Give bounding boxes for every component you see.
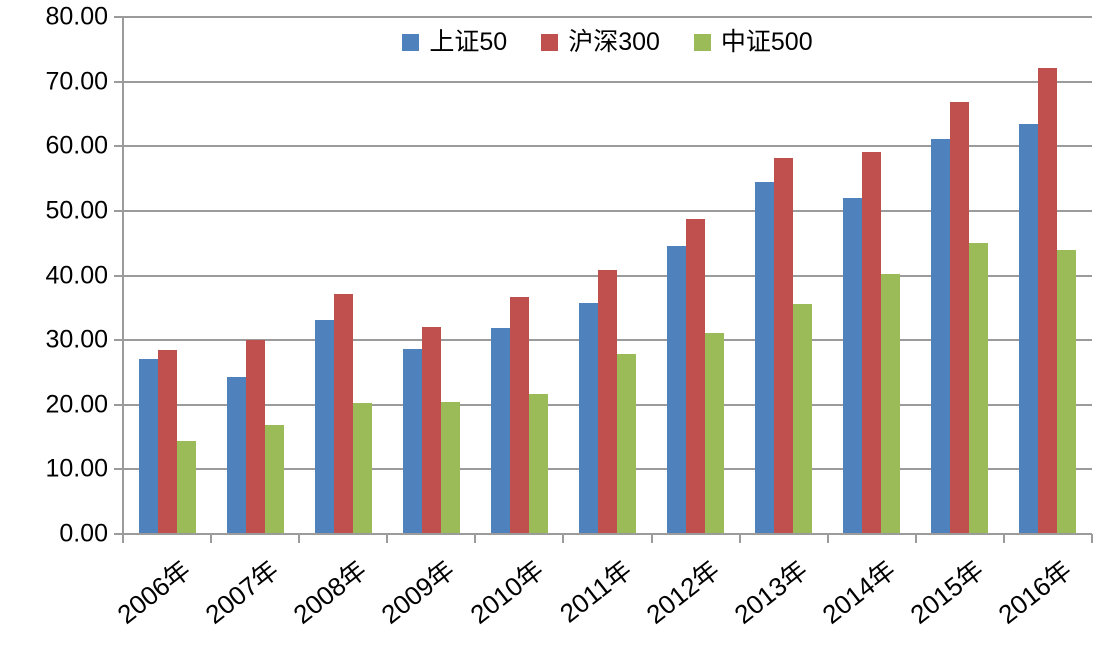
bar-沪深300-2008年: [333, 293, 353, 534]
y-axis-tick: [114, 403, 123, 406]
chart-legend: 上证50 沪深300 中证500: [123, 27, 1092, 57]
legend-label: 中证500: [720, 27, 813, 56]
x-axis-tick: [826, 534, 829, 543]
legend-label: 上证50: [429, 27, 508, 56]
y-tick-label: 60.00: [45, 131, 108, 160]
bar-沪深300-2014年: [862, 152, 882, 534]
x-axis-tick: [1091, 534, 1093, 543]
bar-上证50-2007年: [226, 376, 246, 534]
x-tick-label: 2008年: [287, 554, 373, 630]
bar-中证500-2013年: [793, 303, 813, 534]
legend-item-上证50: 上证50: [402, 27, 508, 56]
bar-中证500-2009年: [440, 402, 460, 534]
bar-沪深300-2012年: [686, 219, 706, 534]
y-axis-tick: [114, 145, 123, 148]
y-tick-label: 10.00: [45, 454, 108, 483]
gridline: [123, 16, 1092, 18]
x-tick-label: 2014年: [816, 554, 902, 630]
x-tick-label: 2016年: [992, 554, 1078, 630]
legend-swatch-icon: [402, 33, 420, 51]
y-tick-label: 70.00: [45, 67, 108, 96]
y-tick-label: 30.00: [45, 325, 108, 354]
x-tick-label: 2010年: [464, 554, 549, 630]
x-axis-tick: [210, 534, 213, 543]
bar-中证500-2011年: [617, 354, 636, 534]
bar-上证50-2009年: [402, 348, 422, 534]
y-axis-line: [122, 17, 124, 543]
bar-中证500-2008年: [352, 403, 372, 534]
legend-swatch-icon: [541, 33, 559, 51]
x-tick-label: 2012年: [640, 554, 725, 630]
bar-上证50-2011年: [579, 302, 598, 534]
bar-上证50-2010年: [490, 328, 510, 534]
x-axis-tick: [562, 534, 565, 543]
bar-上证50-2016年: [1019, 124, 1039, 534]
bar-上证50-2008年: [314, 320, 334, 534]
y-axis-tick: [114, 468, 123, 471]
bar-中证500-2010年: [528, 393, 548, 534]
legend-label: 沪深300: [568, 27, 660, 56]
x-tick-label: 2006年: [111, 554, 197, 630]
bar-沪深300-2013年: [774, 157, 794, 534]
bar-上证50-2014年: [843, 197, 863, 534]
x-tick-label: 2013年: [728, 554, 813, 630]
gridline: [123, 209, 1092, 212]
x-tick-label: 2015年: [904, 554, 990, 630]
y-axis-tick: [114, 339, 123, 342]
x-axis-tick: [1002, 534, 1005, 543]
bar-中证500-2006年: [176, 440, 196, 534]
y-axis-tick: [114, 16, 123, 18]
x-axis-tick: [298, 534, 301, 543]
bar-中证500-2007年: [264, 425, 284, 534]
legend-item-中证500: 中证500: [693, 27, 813, 56]
y-axis-tick: [114, 274, 123, 277]
gridline: [123, 145, 1092, 148]
gridline: [123, 80, 1092, 83]
y-tick-label: 20.00: [45, 390, 108, 419]
x-axis-tick: [914, 534, 917, 543]
x-axis-tick: [386, 534, 389, 543]
legend-swatch-icon: [693, 33, 711, 51]
bar-沪深300-2011年: [598, 269, 617, 534]
y-axis-tick: [114, 209, 123, 212]
bar-中证500-2015年: [969, 242, 989, 534]
x-tick-label: 2011年: [553, 554, 637, 629]
x-axis-tick: [738, 534, 741, 543]
bar-上证50-2013年: [755, 181, 775, 534]
y-tick-label: 0.00: [59, 519, 108, 548]
y-tick-label: 50.00: [45, 196, 108, 225]
x-tick-label: 2009年: [376, 554, 461, 630]
bar-沪深300-2010年: [509, 296, 529, 534]
bar-中证500-2016年: [1057, 249, 1077, 534]
x-axis-tick: [474, 534, 477, 543]
x-axis-tick: [122, 534, 124, 543]
bar-中证500-2012年: [705, 333, 725, 534]
x-axis-line: [114, 533, 1092, 535]
y-tick-label: 40.00: [45, 261, 108, 289]
x-tick-label: 2007年: [199, 554, 285, 630]
bar-沪深300-2009年: [421, 327, 441, 534]
legend-item-沪深300: 沪深300: [541, 27, 660, 56]
x-axis-tick: [650, 534, 653, 543]
bar-上证50-2012年: [667, 246, 687, 534]
y-tick-label: 80.00: [45, 2, 108, 31]
y-axis-tick: [114, 80, 123, 83]
bar-沪深300-2007年: [245, 340, 265, 534]
bar-上证50-2006年: [138, 358, 158, 534]
bar-沪深300-2016年: [1038, 68, 1058, 534]
bar-沪深300-2006年: [157, 349, 177, 534]
bar-上证50-2015年: [931, 139, 951, 534]
bar-中证500-2014年: [881, 273, 901, 534]
bar-沪深300-2015年: [950, 102, 970, 534]
